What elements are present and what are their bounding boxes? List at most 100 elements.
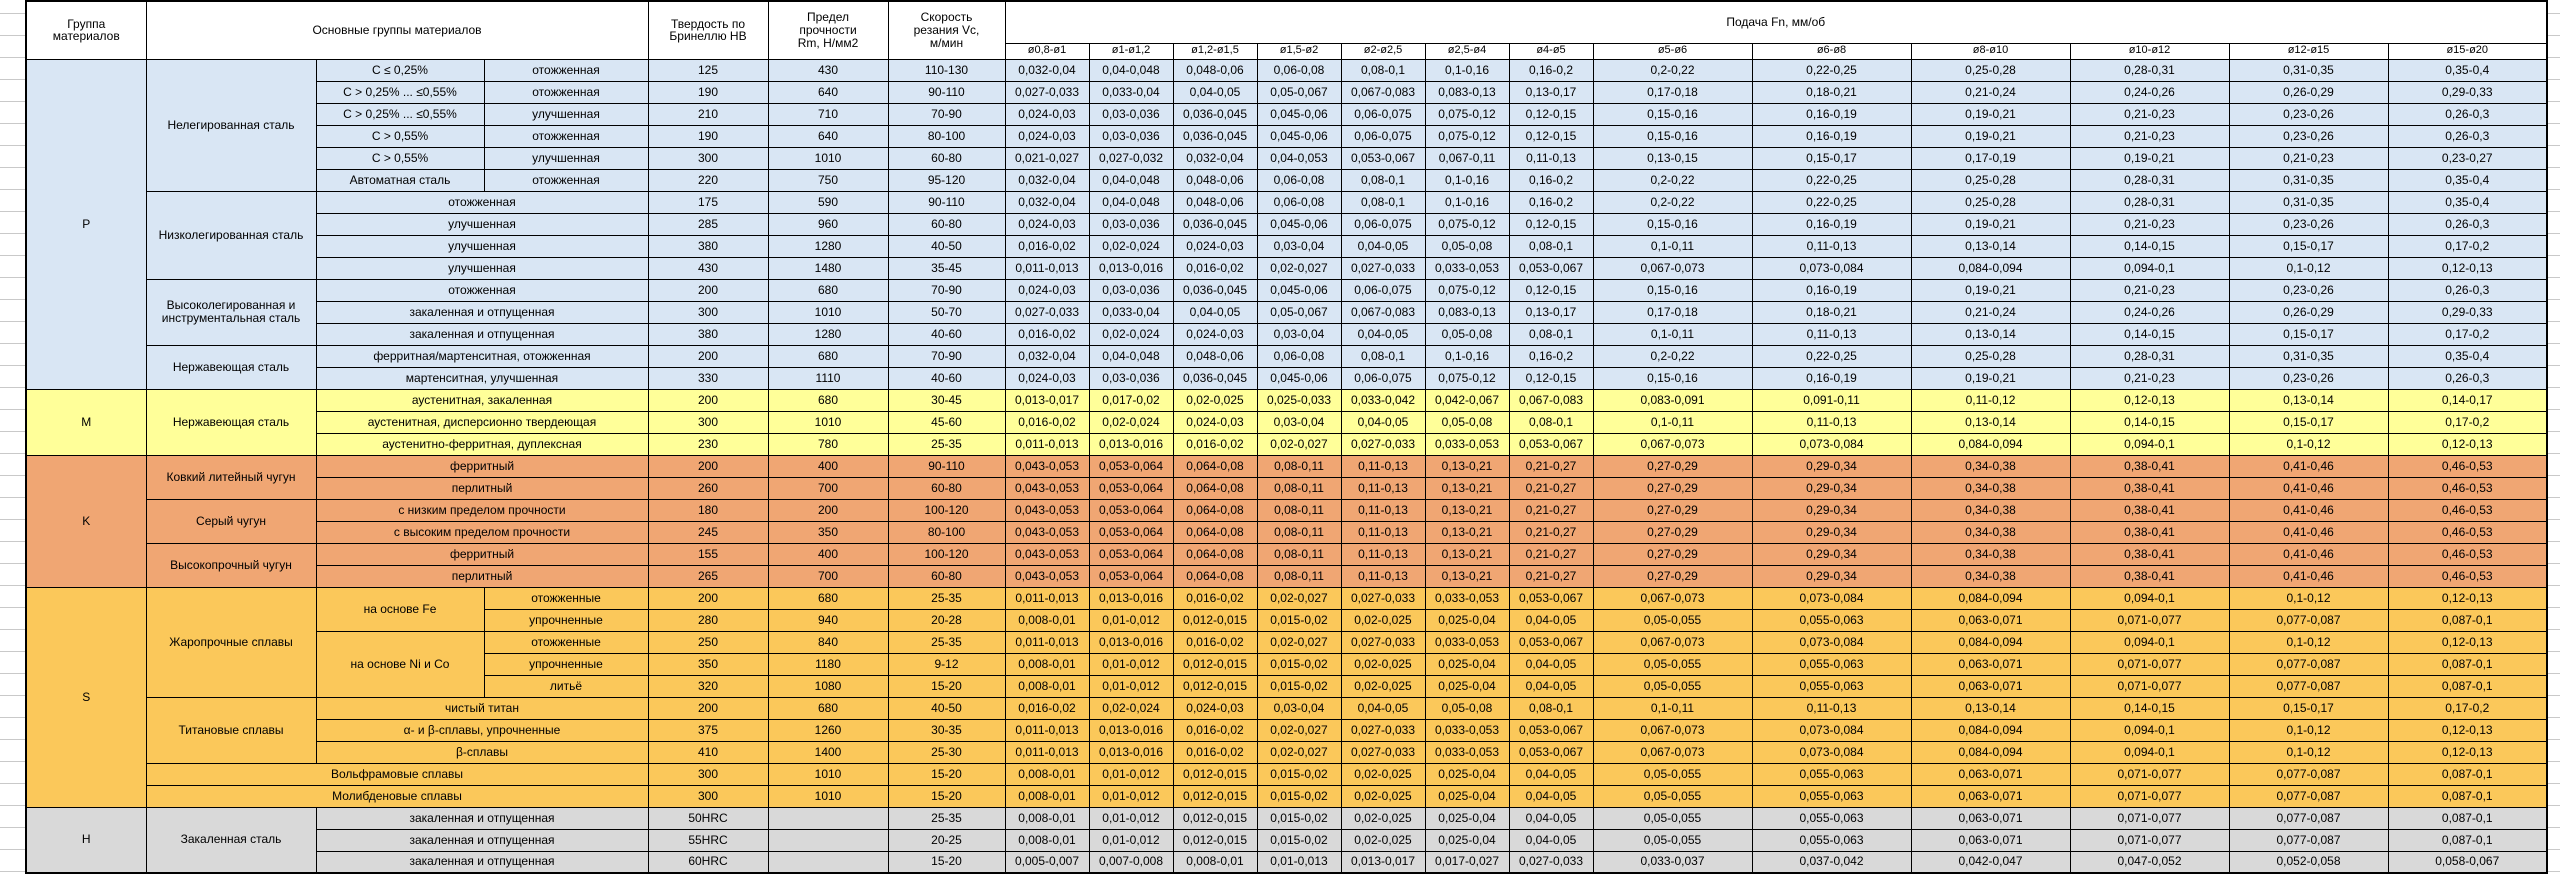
- feed-cell-ø8-ø10[interactable]: 0,19-0,21: [1910, 212, 2071, 236]
- group-cell-M[interactable]: M: [25, 388, 147, 456]
- strength-cell[interactable]: 680: [767, 696, 889, 720]
- feed-cell-ø6-ø8[interactable]: 0,29-0,34: [1751, 476, 1912, 500]
- feed-cell-ø1,5-ø2[interactable]: 0,045-0,06: [1256, 124, 1342, 148]
- header-feed-col-1[interactable]: ø1-ø1,2: [1088, 42, 1174, 60]
- strength-cell[interactable]: 680: [767, 388, 889, 412]
- hardness-cell[interactable]: 60HRC: [647, 850, 769, 874]
- speed-cell[interactable]: 15-20: [887, 762, 1006, 786]
- feed-cell-ø12-ø15[interactable]: 0,26-0,29: [2228, 300, 2389, 324]
- condition-cell[interactable]: отожженная: [315, 278, 649, 302]
- hardness-cell[interactable]: 200: [647, 586, 769, 610]
- feed-cell-ø1,5-ø2[interactable]: 0,03-0,04: [1256, 410, 1342, 434]
- feed-cell-ø8-ø10[interactable]: 0,34-0,38: [1910, 498, 2071, 522]
- header-feed-col-5[interactable]: ø2,5-ø4: [1424, 42, 1510, 60]
- feed-cell-ø1-ø1,2[interactable]: 0,053-0,064: [1088, 564, 1174, 588]
- feed-cell-ø2,5-ø4[interactable]: 0,025-0,04: [1424, 828, 1510, 852]
- feed-cell-ø1,5-ø2[interactable]: 0,06-0,08: [1256, 58, 1342, 82]
- feed-cell-ø12-ø15[interactable]: 0,41-0,46: [2228, 454, 2389, 478]
- feed-cell-ø1,2-ø1,5[interactable]: 0,02-0,025: [1172, 388, 1258, 412]
- feed-cell-ø1,5-ø2[interactable]: 0,015-0,02: [1256, 806, 1342, 830]
- feed-cell-ø10-ø12[interactable]: 0,28-0,31: [2069, 344, 2230, 368]
- feed-cell-ø2,5-ø4[interactable]: 0,13-0,21: [1424, 454, 1510, 478]
- feed-cell-ø5-ø6[interactable]: 0,05-0,055: [1592, 608, 1753, 632]
- feed-cell-ø1,5-ø2[interactable]: 0,02-0,027: [1256, 256, 1342, 280]
- condition-cell[interactable]: улучшенная: [315, 234, 649, 258]
- feed-cell-ø4-ø5[interactable]: 0,12-0,15: [1508, 212, 1594, 236]
- header-hardness[interactable]: Твердость по Бринеллю HB: [647, 0, 769, 60]
- feed-cell-ø5-ø6[interactable]: 0,067-0,073: [1592, 630, 1753, 654]
- feed-cell-ø15-ø20[interactable]: 0,46-0,53: [2387, 498, 2548, 522]
- feed-cell-ø4-ø5[interactable]: 0,04-0,05: [1508, 608, 1594, 632]
- feed-cell-ø8-ø10[interactable]: 0,34-0,38: [1910, 454, 2071, 478]
- condition-cell[interactable]: закаленная и отпущенная: [315, 300, 649, 324]
- feed-cell-ø1,5-ø2[interactable]: 0,03-0,04: [1256, 696, 1342, 720]
- feed-cell-ø6-ø8[interactable]: 0,16-0,19: [1751, 278, 1912, 302]
- feed-cell-ø1,2-ø1,5[interactable]: 0,008-0,01: [1172, 850, 1258, 874]
- feed-cell-ø4-ø5[interactable]: 0,12-0,15: [1508, 366, 1594, 390]
- feed-cell-ø1,5-ø2[interactable]: 0,03-0,04: [1256, 234, 1342, 258]
- feed-cell-ø1,5-ø2[interactable]: 0,08-0,11: [1256, 498, 1342, 522]
- feed-cell-ø15-ø20[interactable]: 0,17-0,2: [2387, 234, 2548, 258]
- feed-cell-ø12-ø15[interactable]: 0,15-0,17: [2228, 322, 2389, 346]
- feed-cell-ø5-ø6[interactable]: 0,05-0,055: [1592, 828, 1753, 852]
- feed-cell-ø8-ø10[interactable]: 0,084-0,094: [1910, 432, 2071, 456]
- condition-cell[interactable]: отожженная: [483, 168, 649, 192]
- family-cell[interactable]: Нелегированная сталь: [145, 58, 317, 192]
- feed-cell-ø5-ø6[interactable]: 0,083-0,091: [1592, 388, 1753, 412]
- feed-cell-ø1,5-ø2[interactable]: 0,045-0,06: [1256, 102, 1342, 126]
- feed-cell-ø2-ø2,5[interactable]: 0,06-0,075: [1340, 124, 1426, 148]
- feed-cell-ø1,5-ø2[interactable]: 0,02-0,027: [1256, 630, 1342, 654]
- feed-cell-ø1,2-ø1,5[interactable]: 0,064-0,08: [1172, 542, 1258, 566]
- header-feed-col-11[interactable]: ø12-ø15: [2228, 42, 2389, 60]
- feed-cell-ø12-ø15[interactable]: 0,15-0,17: [2228, 696, 2389, 720]
- feed-cell-ø0,8-ø1[interactable]: 0,005-0,007: [1004, 850, 1090, 874]
- strength-cell[interactable]: 1280: [767, 322, 889, 346]
- feed-cell-ø0,8-ø1[interactable]: 0,008-0,01: [1004, 608, 1090, 632]
- feed-cell-ø4-ø5[interactable]: 0,04-0,05: [1508, 784, 1594, 808]
- speed-cell[interactable]: 25-30: [887, 740, 1006, 764]
- feed-cell-ø1,2-ø1,5[interactable]: 0,016-0,02: [1172, 718, 1258, 742]
- feed-cell-ø6-ø8[interactable]: 0,055-0,063: [1751, 806, 1912, 830]
- feed-cell-ø1,5-ø2[interactable]: 0,025-0,033: [1256, 388, 1342, 412]
- feed-cell-ø15-ø20[interactable]: 0,087-0,1: [2387, 608, 2548, 632]
- feed-cell-ø15-ø20[interactable]: 0,12-0,13: [2387, 740, 2548, 764]
- feed-cell-ø2,5-ø4[interactable]: 0,033-0,053: [1424, 740, 1510, 764]
- header-feed-col-4[interactable]: ø2-ø2,5: [1340, 42, 1426, 60]
- condition-cell[interactable]: C > 0,25% ... ≤0,55%: [315, 102, 485, 126]
- feed-cell-ø10-ø12[interactable]: 0,21-0,23: [2069, 124, 2230, 148]
- feed-cell-ø4-ø5[interactable]: 0,053-0,067: [1508, 256, 1594, 280]
- group-cell-S[interactable]: S: [25, 586, 147, 808]
- strength-cell[interactable]: 1260: [767, 718, 889, 742]
- header-feed-col-0[interactable]: ø0,8-ø1: [1004, 42, 1090, 60]
- feed-cell-ø6-ø8[interactable]: 0,055-0,063: [1751, 784, 1912, 808]
- feed-cell-ø5-ø6[interactable]: 0,17-0,18: [1592, 300, 1753, 324]
- feed-cell-ø1,2-ø1,5[interactable]: 0,012-0,015: [1172, 674, 1258, 698]
- feed-cell-ø1,2-ø1,5[interactable]: 0,016-0,02: [1172, 630, 1258, 654]
- feed-cell-ø0,8-ø1[interactable]: 0,013-0,017: [1004, 388, 1090, 412]
- group-cell-H[interactable]: H: [25, 806, 147, 874]
- feed-cell-ø15-ø20[interactable]: 0,26-0,3: [2387, 102, 2548, 126]
- feed-cell-ø6-ø8[interactable]: 0,16-0,19: [1751, 212, 1912, 236]
- feed-cell-ø8-ø10[interactable]: 0,21-0,24: [1910, 80, 2071, 104]
- feed-cell-ø8-ø10[interactable]: 0,19-0,21: [1910, 124, 2071, 148]
- feed-cell-ø6-ø8[interactable]: 0,16-0,19: [1751, 102, 1912, 126]
- condition-cell[interactable]: улучшенная: [483, 102, 649, 126]
- feed-cell-ø2-ø2,5[interactable]: 0,08-0,1: [1340, 344, 1426, 368]
- feed-cell-ø1-ø1,2[interactable]: 0,01-0,012: [1088, 762, 1174, 786]
- strength-cell[interactable]: 1480: [767, 256, 889, 280]
- feed-cell-ø15-ø20[interactable]: 0,35-0,4: [2387, 168, 2548, 192]
- family-cell[interactable]: Низколегированная сталь: [145, 190, 317, 280]
- feed-cell-ø5-ø6[interactable]: 0,13-0,15: [1592, 146, 1753, 170]
- feed-cell-ø5-ø6[interactable]: 0,2-0,22: [1592, 58, 1753, 82]
- feed-cell-ø2-ø2,5[interactable]: 0,027-0,033: [1340, 586, 1426, 610]
- feed-cell-ø1,2-ø1,5[interactable]: 0,012-0,015: [1172, 762, 1258, 786]
- strength-cell[interactable]: 1010: [767, 410, 889, 434]
- feed-cell-ø1,2-ø1,5[interactable]: 0,048-0,06: [1172, 58, 1258, 82]
- feed-cell-ø4-ø5[interactable]: 0,04-0,05: [1508, 762, 1594, 786]
- feed-cell-ø1,5-ø2[interactable]: 0,08-0,11: [1256, 564, 1342, 588]
- feed-cell-ø2,5-ø4[interactable]: 0,13-0,21: [1424, 564, 1510, 588]
- feed-cell-ø15-ø20[interactable]: 0,26-0,3: [2387, 124, 2548, 148]
- strength-cell[interactable]: 840: [767, 630, 889, 654]
- feed-cell-ø1-ø1,2[interactable]: 0,03-0,036: [1088, 366, 1174, 390]
- feed-cell-ø2,5-ø4[interactable]: 0,042-0,067: [1424, 388, 1510, 412]
